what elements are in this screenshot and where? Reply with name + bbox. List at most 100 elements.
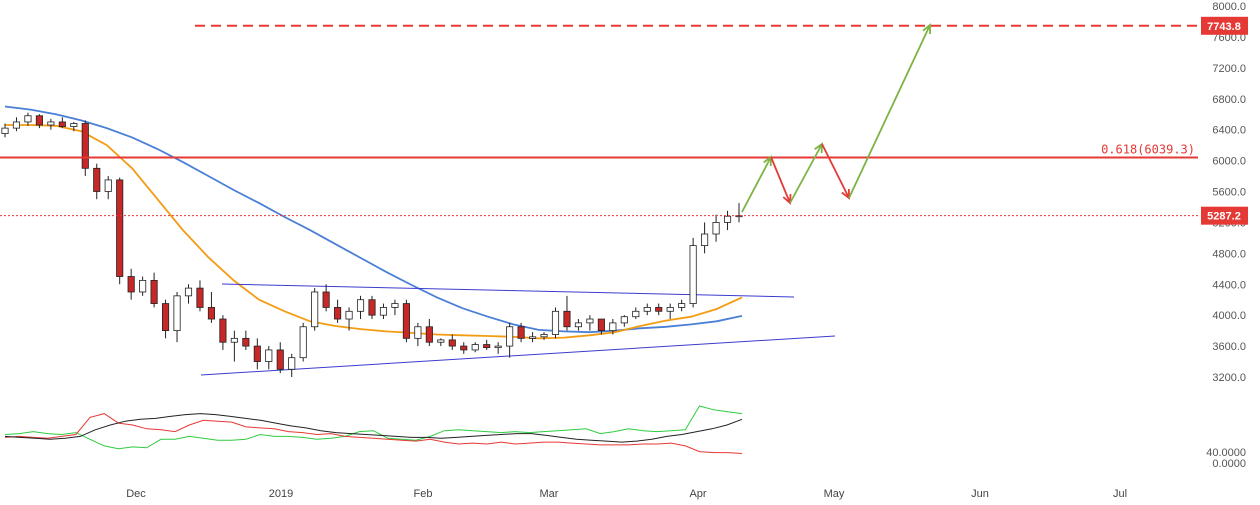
ma-orange-line xyxy=(5,124,743,340)
x-tick-label: Jun xyxy=(971,488,989,500)
candle-body xyxy=(471,344,479,351)
y-tick-label: 7200.0 xyxy=(1212,63,1246,75)
x-tick-label: May xyxy=(824,488,845,500)
y-tick-label: 4000.0 xyxy=(1212,310,1246,322)
projection-down-arrow xyxy=(770,156,791,204)
oscillator-black-line xyxy=(4,413,743,443)
projection-arrows xyxy=(741,23,932,213)
candle-body xyxy=(345,310,353,320)
projection-down-arrow xyxy=(821,143,850,199)
candle-body xyxy=(322,291,330,308)
candle-body xyxy=(288,357,296,370)
candle-body xyxy=(35,115,43,126)
y-tick-label: 6800.0 xyxy=(1212,94,1246,106)
candle-body xyxy=(563,310,571,328)
x-tick-label: Dec xyxy=(126,488,146,500)
candle-body xyxy=(460,345,468,351)
candle-body xyxy=(311,291,319,328)
candle-body xyxy=(379,307,388,316)
oscillator-panel xyxy=(4,405,743,454)
price-tag-label: 5287.2 xyxy=(1207,211,1241,223)
candle-body xyxy=(12,121,21,129)
candle-body xyxy=(689,245,697,304)
candle-body xyxy=(150,279,158,304)
candle-body xyxy=(574,322,582,328)
candle-body xyxy=(391,303,399,308)
candle-body xyxy=(666,307,674,312)
x-tick-label: Jul xyxy=(1113,488,1127,500)
candle-body xyxy=(643,307,651,312)
candle-body xyxy=(265,349,273,362)
candle-body xyxy=(173,295,181,332)
triangle-pattern xyxy=(200,283,836,376)
oscillator-red-line xyxy=(4,413,743,454)
candle-body xyxy=(104,179,112,192)
candle-body xyxy=(620,316,628,324)
triangle-upper-line xyxy=(221,283,795,298)
price-tag-label: 7743.8 xyxy=(1207,21,1241,33)
horizontal-levels: 0.618(6039.3) xyxy=(0,24,1198,217)
candle-body xyxy=(425,326,433,343)
projection-up-arrow-head xyxy=(922,23,932,35)
candle-body xyxy=(448,339,456,347)
candle-body xyxy=(162,303,170,332)
oscillator-tick-label: 40.0000 xyxy=(1206,447,1246,459)
y-tick-label: 6000.0 xyxy=(1212,156,1246,168)
y-tick-label: 6400.0 xyxy=(1212,125,1246,137)
candle-body xyxy=(253,345,261,362)
y-axis: 3200.03600.04000.04400.04800.05200.05600… xyxy=(1206,1,1246,470)
price-tag-box xyxy=(1201,206,1248,225)
candle-body xyxy=(242,337,250,347)
price-tag-box xyxy=(1201,16,1248,35)
candle-body xyxy=(1,127,9,134)
y-tick-label: 3200.0 xyxy=(1212,372,1246,384)
candle-body xyxy=(24,115,32,123)
y-tick-label: 5600.0 xyxy=(1212,187,1246,199)
candle-body xyxy=(437,339,445,343)
candle-body xyxy=(655,307,663,312)
oscillator-green-line xyxy=(4,405,743,450)
candle-body xyxy=(586,318,594,324)
candle-body xyxy=(184,287,193,297)
candle-body xyxy=(116,179,124,277)
candle-body xyxy=(93,167,101,192)
candle-body xyxy=(597,318,605,332)
candle-body xyxy=(414,326,422,339)
candle-body xyxy=(334,307,342,320)
candle-body xyxy=(368,299,376,316)
candle-body xyxy=(551,310,560,335)
projection-up-arrow xyxy=(741,156,772,213)
candle-body xyxy=(196,287,204,308)
candle-body xyxy=(299,326,307,359)
candle-body xyxy=(127,276,135,293)
candle-body xyxy=(230,337,238,343)
y-tick-label: 7600.0 xyxy=(1212,32,1246,44)
y-tick-label: 4800.0 xyxy=(1212,248,1246,260)
candlesticks xyxy=(1,112,743,377)
candle-body xyxy=(506,326,514,347)
candle-body xyxy=(735,215,743,218)
y-tick-label: 4400.0 xyxy=(1212,279,1246,291)
candle-body xyxy=(276,349,284,370)
candle-body xyxy=(483,344,491,349)
y-tick-label: 3600.0 xyxy=(1212,341,1246,353)
x-axis: Dec 2019 Feb Mar Apr May Jun Jul xyxy=(126,488,1127,500)
candle-body xyxy=(139,279,147,293)
x-tick-label: Apr xyxy=(689,488,706,500)
candle-body xyxy=(81,123,89,169)
price-tags: 7743.8 5287.2 xyxy=(1201,16,1248,225)
candle-body xyxy=(723,215,732,223)
candle-body xyxy=(632,310,640,318)
y-tick-label: 8000.0 xyxy=(1212,1,1246,13)
candle-body xyxy=(402,303,410,339)
oscillator-tick-label: 0.0000 xyxy=(1212,458,1246,470)
x-tick-label: Mar xyxy=(540,488,559,500)
projection-up-arrow xyxy=(789,143,823,204)
candle-body xyxy=(47,121,55,126)
candle-body xyxy=(540,334,548,338)
fib-level-label: 0.618(6039.3) xyxy=(1101,143,1195,157)
candle-body xyxy=(701,233,709,247)
projection-up-arrow xyxy=(848,24,931,199)
candle-body xyxy=(207,307,215,320)
